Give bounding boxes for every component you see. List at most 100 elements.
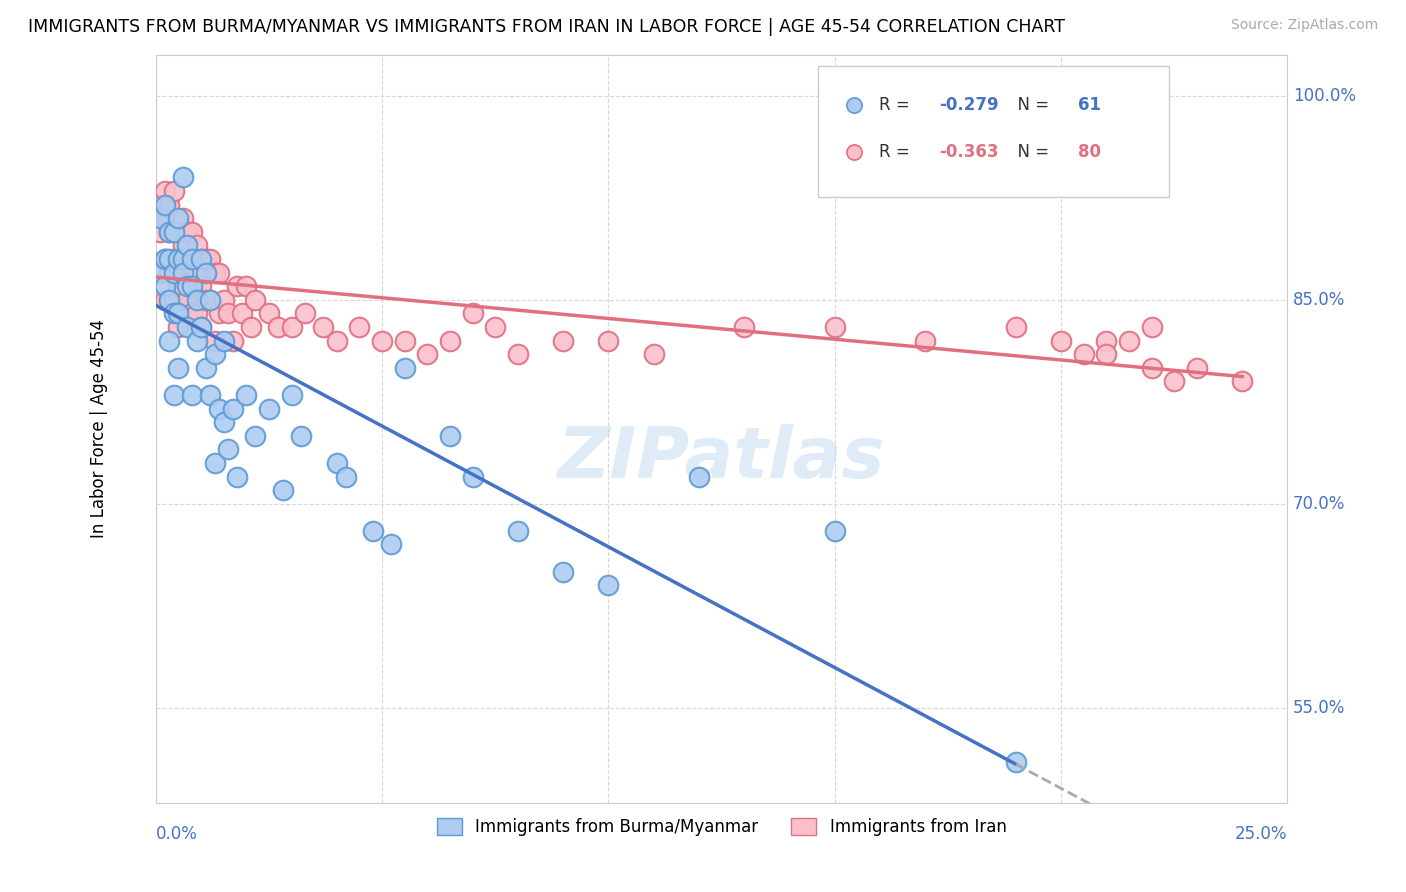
Point [1050, 334, 1073, 348]
Point [186, 334, 208, 348]
Text: N =: N = [1007, 96, 1054, 114]
Point [167, 306, 190, 320]
Point [394, 360, 416, 375]
Text: 61: 61 [1078, 96, 1101, 114]
Point [239, 320, 262, 334]
Point [163, 252, 186, 266]
Point [1004, 755, 1026, 769]
Point [208, 266, 231, 280]
Point [157, 252, 180, 266]
Point [181, 279, 204, 293]
Text: In Labor Force | Age 45-54: In Labor Force | Age 45-54 [90, 319, 108, 539]
Text: 0.0%: 0.0% [156, 825, 198, 843]
Text: Source: ZipAtlas.com: Source: ZipAtlas.com [1230, 18, 1378, 32]
Point [733, 320, 755, 334]
Point [163, 184, 186, 198]
Point [222, 334, 245, 348]
Point [280, 388, 302, 402]
Point [439, 428, 461, 442]
Point [245, 428, 267, 442]
Point [204, 347, 226, 361]
Text: N =: N = [1007, 144, 1054, 161]
Point [167, 279, 190, 293]
Point [553, 565, 575, 579]
Point [349, 320, 371, 334]
Point [198, 293, 221, 307]
Point [149, 211, 172, 226]
Point [326, 334, 349, 348]
Point [149, 225, 172, 239]
Point [153, 293, 176, 307]
Point [914, 334, 936, 348]
Point [157, 225, 180, 239]
Point [371, 334, 394, 348]
Point [1118, 334, 1140, 348]
Point [226, 279, 249, 293]
Point [212, 415, 235, 429]
Point [153, 197, 176, 211]
Point [153, 184, 176, 198]
Point [181, 306, 204, 320]
Point [257, 401, 280, 416]
Point [280, 320, 302, 334]
Text: -0.279: -0.279 [939, 96, 998, 114]
Point [163, 306, 186, 320]
Text: 55.0%: 55.0% [1294, 698, 1346, 716]
Point [1004, 320, 1026, 334]
Point [1185, 360, 1208, 375]
Point [1230, 375, 1253, 389]
Point [153, 252, 176, 266]
Text: 100.0%: 100.0% [1294, 87, 1355, 105]
Point [553, 334, 575, 348]
Point [157, 197, 180, 211]
Point [1140, 360, 1163, 375]
Point [172, 279, 194, 293]
Point [176, 279, 198, 293]
Text: 70.0%: 70.0% [1294, 495, 1346, 513]
Point [208, 401, 231, 416]
Point [167, 211, 190, 226]
Point [176, 293, 198, 307]
Point [176, 238, 198, 252]
Point [157, 225, 180, 239]
Point [186, 293, 208, 307]
Point [208, 306, 231, 320]
Point [688, 469, 710, 483]
Point [190, 252, 212, 266]
Point [212, 334, 235, 348]
Point [198, 388, 221, 402]
Point [217, 442, 239, 457]
Point [186, 306, 208, 320]
Point [194, 293, 217, 307]
Point [181, 388, 204, 402]
Point [163, 388, 186, 402]
Point [506, 347, 529, 361]
Point [181, 225, 204, 239]
Point [153, 211, 176, 226]
Point [312, 320, 335, 334]
FancyBboxPatch shape [818, 66, 1168, 197]
Point [598, 578, 620, 592]
Point [257, 306, 280, 320]
Point [1073, 347, 1095, 361]
Point [198, 252, 221, 266]
Point [204, 334, 226, 348]
Point [1095, 347, 1118, 361]
Point [506, 524, 529, 538]
Text: R =: R = [879, 96, 915, 114]
Point [172, 211, 194, 226]
Point [439, 334, 461, 348]
Point [235, 279, 257, 293]
Point [176, 266, 198, 280]
Point [824, 524, 846, 538]
Point [190, 252, 212, 266]
Point [167, 252, 190, 266]
Point [231, 306, 253, 320]
Point [235, 388, 257, 402]
Point [194, 252, 217, 266]
Text: 25.0%: 25.0% [1234, 825, 1288, 843]
Point [1095, 334, 1118, 348]
Point [167, 360, 190, 375]
Legend: Immigrants from Burma/Myanmar, Immigrants from Iran: Immigrants from Burma/Myanmar, Immigrant… [430, 812, 1014, 843]
Point [153, 252, 176, 266]
